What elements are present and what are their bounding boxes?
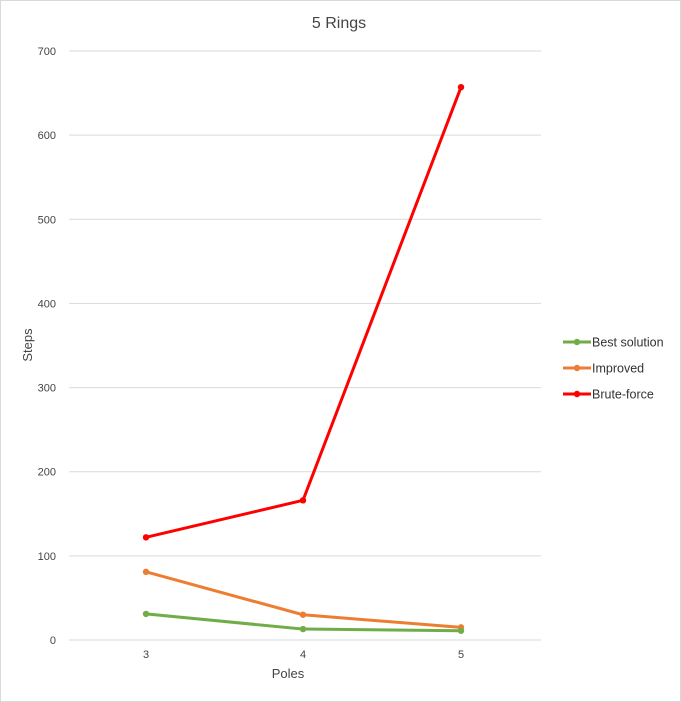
x-tick-label-5: 5	[458, 649, 464, 661]
legend-label-best-solution: Best solution	[592, 336, 664, 350]
legend-label-brute-force: Brute-force	[592, 388, 654, 402]
data-point-best-solution-3	[142, 610, 150, 618]
legend-marker-best-solution	[573, 338, 581, 346]
y-tick-label-0: 0	[50, 635, 56, 647]
y-tick-label-300: 300	[38, 383, 56, 395]
series-line-brute-force	[144, 85, 463, 539]
data-point-improved-4	[299, 611, 307, 618]
x-tick-label-3: 3	[143, 649, 149, 661]
x-axis-ticks: 3 4 5	[143, 649, 464, 661]
x-tick-label-4: 4	[300, 649, 306, 661]
chart-title: 5 Rings	[312, 15, 366, 32]
y-tick-label-100: 100	[38, 551, 56, 563]
y-tick-label-200: 200	[38, 467, 56, 479]
y-tick-label-700: 700	[38, 46, 56, 58]
data-point-best-solution-4	[299, 625, 307, 633]
y-tick-label-600: 600	[38, 130, 56, 142]
data-point-best-solution-5	[457, 627, 465, 634]
gridlines	[69, 50, 541, 641]
y-tick-label-400: 400	[38, 298, 56, 310]
data-point-brute-force-5	[457, 83, 465, 91]
y-axis-title: Steps	[20, 328, 35, 362]
legend-label-improved: Improved	[592, 362, 644, 376]
x-axis-title: Poles	[272, 666, 305, 681]
y-tick-label-500: 500	[38, 214, 56, 226]
data-point-brute-force-4	[299, 497, 307, 504]
legend: Best solution Improved Brute-force	[563, 336, 664, 402]
legend-marker-improved	[573, 364, 581, 372]
data-point-improved-3	[142, 568, 150, 576]
data-point-brute-force-3	[142, 534, 150, 541]
y-axis-ticks: 0 100 200 300 400 500 600 700	[38, 46, 56, 647]
series-lines	[142, 83, 465, 634]
legend-marker-brute-force	[573, 390, 581, 398]
